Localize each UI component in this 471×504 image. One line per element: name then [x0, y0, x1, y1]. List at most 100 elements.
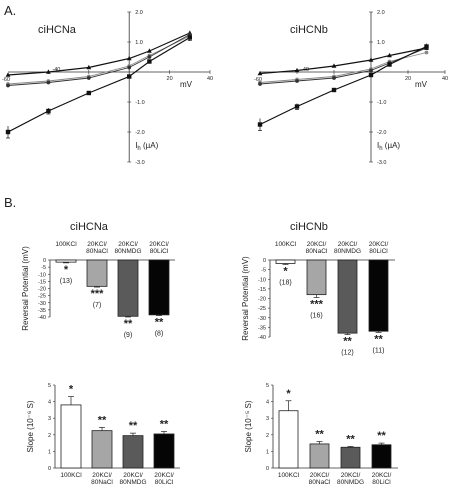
y-tick-label: 2: [48, 433, 51, 439]
bar-category-label: 100KCl: [60, 472, 82, 479]
sample-size-label: (16): [310, 313, 322, 320]
series-line: [7, 34, 191, 86]
data-point-square: [86, 90, 91, 96]
bar: [153, 433, 175, 469]
y-tick-label: 0: [263, 258, 266, 264]
significance-marker: **: [377, 430, 386, 442]
y-tick-label: -5: [41, 265, 46, 271]
y-tick-label: -20: [258, 297, 266, 303]
y-tick-label: -1.0: [135, 100, 144, 106]
y-axis-label: Slope (10⁻⁶ S): [26, 400, 35, 452]
significance-marker: ***: [91, 288, 105, 300]
bar-category-label: 20KCl/80NMDG: [334, 241, 361, 255]
bar-category-label: 20KCl/80NaCl: [306, 241, 328, 255]
series-line: [7, 32, 191, 76]
y-tick-label: -15: [38, 279, 46, 285]
bar-category-label: 20KCl/80NaCl: [309, 472, 331, 486]
data-point-triangle: [368, 57, 374, 62]
y-tick-label: 5: [48, 383, 51, 389]
significance-marker: ***: [310, 299, 324, 311]
bar: [60, 404, 82, 469]
bar-category-label: 20KCl/80NMDG: [119, 472, 146, 486]
bar: [148, 259, 170, 316]
series-line: [259, 52, 427, 83]
slope-chart-ciHCNb: 0 1 2 3 4 5 Slope (10⁻⁵ S) * 100KCl ** 20KCl/80NaC…: [244, 383, 398, 486]
y-axis-label: Ih (µA): [135, 141, 158, 152]
data-point-circle: [295, 79, 299, 83]
bar-category-label: 20KCl/80LiCl: [372, 472, 392, 486]
y-tick-label: -25: [38, 294, 46, 300]
bar-category-label: 20KCl/80NaCl: [91, 472, 113, 486]
bar: [278, 410, 299, 469]
significance-marker: *: [69, 384, 74, 396]
bar-category-label: 100KCl: [278, 472, 300, 479]
bar: [91, 430, 113, 469]
chart-title: ciHCNb: [290, 24, 328, 36]
x-tick-label: -40: [52, 67, 60, 73]
y-tick-label: -10: [38, 272, 46, 278]
y-tick-label: -5: [261, 268, 266, 274]
bar-category-label: 100KCl: [55, 241, 77, 248]
y-tick-label: -15: [258, 287, 266, 293]
y-tick-label: -40: [258, 335, 266, 341]
bar: [306, 259, 327, 296]
bar-category-label: 20KCl/80NMDG: [114, 241, 141, 255]
data-point-square: [187, 35, 192, 40]
significance-marker: **: [98, 414, 107, 426]
significance-marker: **: [160, 418, 169, 430]
significance-marker: *: [283, 265, 288, 277]
reversal-chart-ciHCNa: 0-5-10-15 -20-25-30-35-40 Reversal Potenti…: [21, 221, 175, 339]
bar: [275, 259, 296, 264]
data-point-circle: [127, 65, 132, 70]
data-point-circle: [258, 82, 262, 86]
slope-chart-ciHCNa: 0 1 2 3 4 5 Slope (10⁻⁶ S) * 100KCl ** 20KCl/80NaC…: [26, 383, 180, 486]
bar: [55, 259, 77, 263]
iv-chart-ciHCNa: -60 -40 20 40 2.0 1.0 -1.0 -2.0 -3.0 mV Ih (µA) ciH…: [2, 10, 213, 166]
data-point-triangle: [46, 69, 51, 74]
x-tick-label: 20: [167, 76, 173, 82]
data-point-circle: [424, 50, 429, 55]
sample-size-label: (8): [155, 331, 164, 338]
panel-label-a: A.: [4, 3, 16, 18]
data-point-triangle: [86, 64, 92, 70]
y-tick-label: 1.0: [377, 40, 385, 46]
significance-marker: **: [129, 420, 138, 432]
significance-marker: **: [315, 428, 324, 440]
data-point-triangle: [294, 67, 300, 73]
y-tick-label: 3: [48, 416, 51, 422]
data-point-triangle: [331, 63, 337, 68]
y-axis-label: Slope (10⁻⁵ S): [244, 400, 253, 452]
y-tick-label: 5: [266, 383, 269, 389]
y-tick-label: -10: [258, 277, 266, 283]
y-axis-label: Reversal Potential (mV): [21, 246, 30, 331]
bar-category-label: 20KCl/80LiCl: [369, 241, 389, 255]
data-point-triangle: [126, 55, 132, 61]
y-tick-label: 1: [48, 449, 51, 455]
y-tick-label: -35: [38, 308, 46, 314]
series-line: [259, 45, 427, 126]
y-tick-label: 2: [266, 433, 269, 439]
significance-marker: **: [343, 335, 352, 347]
data-point-square: [387, 62, 392, 67]
bar: [337, 259, 358, 334]
bar-category-label: 20KCl/80NMDG: [337, 472, 364, 486]
x-tick-label: -60: [2, 77, 10, 83]
chart-title: ciHCNb: [290, 221, 328, 233]
y-axis-label: Ih (µA): [377, 141, 400, 152]
significance-marker: *: [286, 388, 291, 400]
y-tick-label: 1: [266, 449, 269, 455]
chart-title: ciHCNa: [38, 24, 77, 36]
y-tick-label: 2.0: [135, 10, 143, 16]
data-point-circle: [369, 68, 373, 73]
significance-marker: **: [155, 317, 164, 329]
y-tick-label: -25: [258, 306, 266, 312]
bar-category-label: 20KCl/80LiCl: [154, 472, 174, 486]
data-point-square: [5, 129, 11, 135]
data-point-circle: [147, 55, 152, 59]
series-line: [7, 35, 190, 85]
data-point-circle: [46, 80, 51, 85]
data-point-square: [127, 74, 132, 79]
y-tick-label: -40: [38, 315, 46, 321]
bar: [86, 259, 108, 287]
data-point-square: [147, 59, 152, 64]
